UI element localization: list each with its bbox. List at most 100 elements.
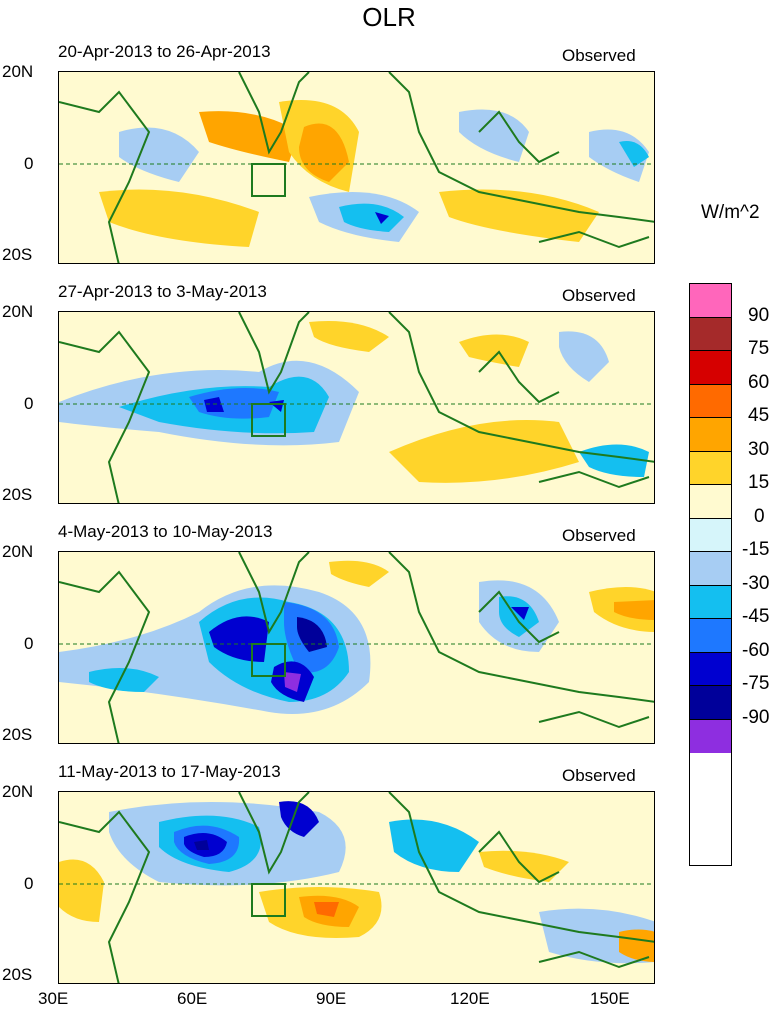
colorbar-swatch bbox=[690, 451, 731, 485]
region-box bbox=[251, 883, 286, 917]
lon-label-150e: 150E bbox=[590, 989, 630, 1008]
panel-3-label: Observed bbox=[562, 526, 636, 545]
lat-label-20n: 20N bbox=[2, 62, 34, 81]
region-box bbox=[251, 643, 286, 677]
anomaly-negative bbox=[284, 672, 301, 692]
lat-label-20s: 20S bbox=[2, 725, 33, 744]
map-panel-3 bbox=[58, 551, 655, 744]
colorbar-swatch bbox=[690, 284, 731, 318]
panel-1-label: Observed bbox=[562, 46, 636, 65]
lat-label-20n: 20N bbox=[2, 302, 34, 321]
lon-label-120e: 120E bbox=[450, 989, 490, 1008]
colorbar-swatch bbox=[690, 518, 731, 552]
anomaly-positive bbox=[614, 600, 654, 620]
colorbar-swatch bbox=[690, 585, 731, 619]
colorbar-label: 90 bbox=[748, 304, 770, 326]
anomaly-negative bbox=[119, 127, 199, 182]
panel-4-label: Observed bbox=[562, 766, 636, 785]
colorbar-swatch bbox=[690, 317, 731, 351]
coastline bbox=[478, 110, 560, 164]
anomaly-positive bbox=[314, 902, 339, 917]
coastline bbox=[238, 552, 310, 635]
colorbar-swatch bbox=[690, 619, 731, 653]
coastline bbox=[538, 950, 650, 969]
coastline bbox=[59, 810, 151, 983]
anomaly-negative bbox=[559, 331, 609, 382]
panel-1-date: 20-Apr-2013 to 26-Apr-2013 bbox=[58, 42, 271, 61]
units-label: W/m^2 bbox=[701, 202, 760, 223]
anomaly-negative bbox=[375, 212, 389, 224]
figure-title: OLR bbox=[362, 2, 416, 32]
lat-label-0: 0 bbox=[24, 154, 34, 173]
anomaly-positive bbox=[299, 123, 349, 182]
anomaly-negative bbox=[339, 203, 404, 232]
anomaly-negative bbox=[459, 109, 529, 162]
region-box bbox=[251, 403, 286, 437]
map-panel-2 bbox=[58, 311, 655, 504]
panel-2-date: 27-Apr-2013 to 3-May-2013 bbox=[58, 282, 267, 301]
lon-label-90e: 90E bbox=[316, 989, 347, 1008]
panel-3-date: 4-May-2013 to 10-May-2013 bbox=[58, 522, 273, 541]
anomaly-positive bbox=[439, 189, 599, 242]
lat-label-20s: 20S bbox=[2, 245, 33, 264]
coastline bbox=[388, 312, 654, 463]
anomaly-negative bbox=[511, 607, 529, 620]
lon-label-30e: 30E bbox=[38, 989, 69, 1008]
anomaly-negative bbox=[389, 819, 479, 872]
anomaly-positive bbox=[59, 859, 104, 922]
coastline bbox=[388, 552, 654, 703]
colorbar-swatch bbox=[690, 351, 731, 385]
colorbar-label: 60 bbox=[748, 371, 770, 393]
lat-label-0: 0 bbox=[24, 394, 34, 413]
lat-label-20s: 20S bbox=[2, 965, 33, 984]
lat-label-20n: 20N bbox=[2, 542, 34, 561]
coastline bbox=[478, 590, 560, 644]
lat-label-20n: 20N bbox=[2, 782, 34, 801]
colorbar-swatch bbox=[690, 384, 731, 418]
anomaly-negative bbox=[297, 617, 327, 652]
coastline bbox=[478, 830, 560, 884]
colorbar-swatch bbox=[690, 418, 731, 452]
coastline bbox=[388, 792, 654, 943]
anomaly-positive bbox=[329, 560, 389, 587]
colorbar-label: 45 bbox=[748, 405, 770, 426]
coastline bbox=[538, 230, 650, 249]
coastline bbox=[538, 470, 650, 489]
coastline bbox=[388, 72, 654, 223]
colorbar-swatch bbox=[690, 485, 731, 519]
colorbar-swatch bbox=[690, 552, 731, 586]
coastline bbox=[238, 72, 310, 155]
map-panel-4 bbox=[58, 791, 655, 984]
anomaly-positive bbox=[199, 111, 299, 162]
anomaly-negative bbox=[619, 141, 649, 167]
colorbar-label: 30 bbox=[748, 438, 770, 460]
panel-2-label: Observed bbox=[562, 286, 636, 305]
map-panel-1 bbox=[58, 71, 655, 264]
colorbar-label: -90 bbox=[742, 706, 770, 728]
colorbar-label: -60 bbox=[742, 639, 770, 661]
coastline bbox=[59, 330, 151, 503]
coastline bbox=[59, 90, 151, 263]
lat-label-0: 0 bbox=[24, 874, 34, 893]
anomaly-negative bbox=[89, 668, 159, 692]
colorbar-label: 75 bbox=[748, 338, 770, 359]
colorbar-swatch bbox=[690, 652, 731, 686]
anomaly-negative bbox=[579, 444, 649, 477]
colorbar-label: 0 bbox=[754, 505, 765, 527]
coastline bbox=[238, 312, 310, 395]
coastline bbox=[538, 710, 650, 729]
anomaly-negative bbox=[194, 840, 209, 850]
lon-label-60e: 60E bbox=[177, 989, 208, 1008]
anomaly-positive bbox=[309, 321, 389, 352]
region-box bbox=[251, 163, 286, 197]
colorbar-label: -75 bbox=[742, 673, 770, 694]
coastline bbox=[478, 350, 560, 404]
anomaly-negative bbox=[209, 616, 269, 662]
colorbar-swatch bbox=[690, 686, 731, 720]
coastline bbox=[59, 570, 151, 743]
anomaly-positive bbox=[389, 420, 579, 483]
colorbar bbox=[689, 283, 732, 866]
colorbar-label: 15 bbox=[748, 472, 770, 493]
lat-label-0: 0 bbox=[24, 634, 34, 653]
colorbar-label: -45 bbox=[742, 606, 770, 627]
